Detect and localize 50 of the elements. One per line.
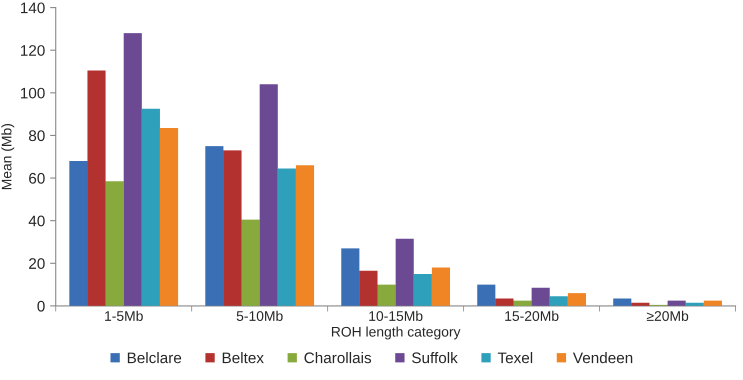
bar [242, 220, 260, 306]
bar [278, 168, 296, 306]
bar [378, 284, 396, 306]
x-tick-label: ≥20Mb [646, 310, 688, 321]
y-axis-title: Mean (Mb) [1, 124, 14, 190]
bar [513, 300, 532, 306]
bar [495, 298, 514, 306]
bar [69, 161, 88, 306]
bar [414, 274, 432, 306]
bar [704, 300, 722, 306]
bar [631, 302, 650, 306]
bar [668, 300, 686, 306]
legend-label: Texel [498, 352, 532, 364]
y-tick-label: 100 [20, 88, 45, 99]
x-tick-label: 15-20Mb [505, 310, 558, 321]
bar [87, 70, 106, 306]
x-axis-title: ROH length category [332, 326, 460, 340]
y-tick-label: 140 [20, 2, 45, 14]
legend-label: Belclare [128, 352, 182, 364]
y-tick-label: 60 [29, 172, 45, 184]
legend-label: Beltex [222, 352, 264, 364]
bar [106, 181, 124, 306]
bar [568, 293, 586, 306]
y-tick-label: 20 [29, 258, 45, 269]
y-tick-label: 0 [37, 300, 45, 312]
bar [477, 284, 496, 306]
legend-label: Vendeen [572, 352, 632, 364]
x-tick-label: 1-5Mb [105, 310, 143, 321]
bar [260, 84, 278, 306]
bar [550, 296, 568, 306]
bar [396, 238, 414, 306]
bar [124, 33, 142, 306]
legend-label: Charollais [304, 352, 372, 364]
bar [613, 298, 632, 306]
bar [223, 150, 242, 306]
bar [142, 108, 160, 306]
legend-label: Suffolk [412, 352, 458, 364]
bar [359, 270, 378, 306]
bar [532, 288, 550, 306]
x-tick-label: 5-10Mb [236, 310, 283, 321]
bar [686, 302, 704, 306]
y-tick-label: 40 [28, 216, 45, 226]
y-tick-label: 80 [28, 130, 45, 142]
x-tick-label: 10-15Mb [369, 310, 422, 321]
bar [205, 146, 224, 306]
bar [296, 165, 314, 306]
bar [341, 248, 360, 306]
y-tick-label: 120 [20, 45, 45, 56]
bar [432, 268, 450, 306]
bar [160, 128, 178, 306]
